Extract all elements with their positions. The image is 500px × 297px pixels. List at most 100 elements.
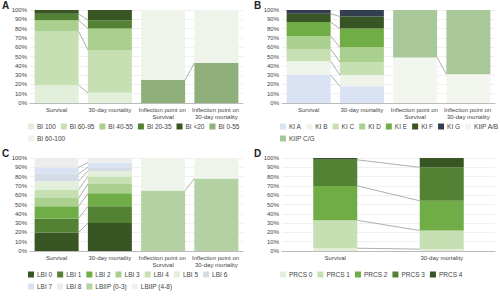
svg-text:Survival: Survival (325, 255, 346, 261)
svg-text:PRCS 3: PRCS 3 (401, 271, 425, 278)
svg-text:KI F: KI F (421, 123, 433, 130)
svg-text:10%: 10% (267, 91, 280, 97)
svg-text:BI 20-35: BI 20-35 (147, 123, 172, 130)
svg-text:30-day mortality: 30-day mortality (195, 262, 238, 268)
svg-text:BI 40-55: BI 40-55 (108, 123, 133, 130)
svg-text:Survival: Survival (152, 262, 173, 268)
svg-text:90%: 90% (15, 164, 28, 170)
svg-text:KI D: KI D (368, 123, 381, 130)
svg-text:Inflection point on: Inflection point on (139, 107, 188, 113)
svg-text:30-day mortality: 30-day mortality (195, 114, 238, 120)
svg-text:50%: 50% (15, 202, 28, 208)
svg-text:40%: 40% (267, 63, 280, 69)
svg-text:50%: 50% (15, 54, 28, 60)
svg-text:Inflection point on: Inflection point on (444, 107, 493, 113)
svg-text:KIIP C/G: KIIP C/G (289, 135, 315, 142)
svg-text:KI C: KI C (342, 123, 355, 130)
svg-text:20%: 20% (15, 81, 28, 87)
svg-text:30-day mortality: 30-day mortality (447, 114, 490, 120)
svg-text:D: D (254, 148, 261, 159)
svg-text:20%: 20% (15, 229, 28, 235)
svg-text:LBI 0: LBI 0 (37, 271, 53, 278)
svg-text:BI 60-95: BI 60-95 (70, 123, 95, 130)
svg-text:LBI 5: LBI 5 (183, 271, 199, 278)
svg-text:100%: 100% (264, 7, 280, 13)
svg-text:Inflection point on: Inflection point on (192, 255, 241, 261)
svg-text:Survival: Survival (298, 107, 319, 113)
svg-text:A: A (2, 0, 9, 11)
svg-text:Survival: Survival (46, 107, 67, 113)
svg-text:10%: 10% (15, 91, 28, 97)
svg-text:PRCS 1: PRCS 1 (326, 271, 350, 278)
svg-text:PRCS 2: PRCS 2 (364, 271, 388, 278)
svg-text:LBI 7: LBI 7 (37, 283, 53, 290)
svg-text:LBIIP (4-8): LBIIP (4-8) (141, 283, 172, 291)
svg-text:LBI 3: LBI 3 (125, 271, 141, 278)
svg-text:30%: 30% (267, 220, 280, 226)
svg-text:BI <20: BI <20 (186, 123, 205, 130)
svg-text:90%: 90% (15, 16, 28, 22)
svg-text:KI B: KI B (315, 123, 327, 130)
svg-text:0%: 0% (270, 100, 279, 106)
svg-text:70%: 70% (267, 183, 280, 189)
svg-text:80%: 80% (267, 26, 280, 32)
svg-text:KI G: KI G (447, 123, 460, 130)
svg-text:30-day mortality: 30-day mortality (341, 107, 384, 113)
svg-text:80%: 80% (15, 174, 28, 180)
svg-text:20%: 20% (267, 229, 280, 235)
svg-text:0%: 0% (18, 248, 27, 254)
svg-text:BI 100: BI 100 (37, 123, 56, 130)
svg-text:B: B (254, 0, 261, 11)
svg-text:Inflection point on: Inflection point on (139, 255, 188, 261)
svg-text:LBI 1: LBI 1 (66, 271, 82, 278)
svg-text:BI 60-100: BI 60-100 (37, 135, 66, 142)
svg-text:40%: 40% (15, 211, 28, 217)
svg-text:Inflection point on: Inflection point on (391, 107, 440, 113)
svg-text:40%: 40% (267, 211, 280, 217)
svg-text:70%: 70% (15, 183, 28, 189)
svg-text:10%: 10% (267, 239, 280, 245)
svg-text:Survival: Survival (152, 114, 173, 120)
svg-text:LBIIP (0-3): LBIIP (0-3) (95, 283, 126, 291)
svg-text:Survival: Survival (404, 114, 425, 120)
svg-text:70%: 70% (267, 35, 280, 41)
svg-text:30%: 30% (15, 220, 28, 226)
svg-text:30-day mortality: 30-day mortality (420, 255, 463, 261)
svg-text:50%: 50% (267, 54, 280, 60)
svg-text:PRCS 4: PRCS 4 (439, 271, 463, 278)
svg-text:90%: 90% (267, 164, 280, 170)
svg-text:60%: 60% (15, 192, 28, 198)
svg-text:LBI 4: LBI 4 (154, 271, 170, 278)
svg-text:20%: 20% (267, 81, 280, 87)
svg-text:0%: 0% (18, 100, 27, 106)
svg-text:80%: 80% (15, 26, 28, 32)
svg-text:LBI 2: LBI 2 (95, 271, 111, 278)
svg-text:PRCS 0: PRCS 0 (289, 271, 313, 278)
svg-text:60%: 60% (267, 192, 280, 198)
svg-text:30%: 30% (267, 72, 280, 78)
svg-text:100%: 100% (264, 155, 280, 161)
svg-text:Inflection point on: Inflection point on (192, 107, 241, 113)
svg-text:100%: 100% (12, 7, 28, 13)
svg-text:KI E: KI E (395, 123, 408, 130)
svg-text:KIIP A/B: KIIP A/B (474, 123, 498, 130)
svg-text:Survival: Survival (46, 255, 67, 261)
svg-text:LBI 6: LBI 6 (212, 271, 228, 278)
svg-text:10%: 10% (15, 239, 28, 245)
svg-text:40%: 40% (15, 63, 28, 69)
svg-text:90%: 90% (267, 16, 280, 22)
svg-text:C: C (2, 148, 9, 159)
svg-text:100%: 100% (12, 155, 28, 161)
svg-text:80%: 80% (267, 174, 280, 180)
svg-text:BI 0-55: BI 0-55 (218, 123, 239, 130)
svg-text:0%: 0% (270, 248, 279, 254)
svg-text:30%: 30% (15, 72, 28, 78)
svg-text:LBI 8: LBI 8 (66, 283, 82, 290)
svg-text:60%: 60% (15, 44, 28, 50)
svg-text:30-day mortality: 30-day mortality (89, 255, 132, 261)
svg-text:30-day mortality: 30-day mortality (89, 107, 132, 113)
svg-text:60%: 60% (267, 44, 280, 50)
svg-text:70%: 70% (15, 35, 28, 41)
svg-text:50%: 50% (267, 202, 280, 208)
svg-text:KI A: KI A (289, 123, 302, 130)
